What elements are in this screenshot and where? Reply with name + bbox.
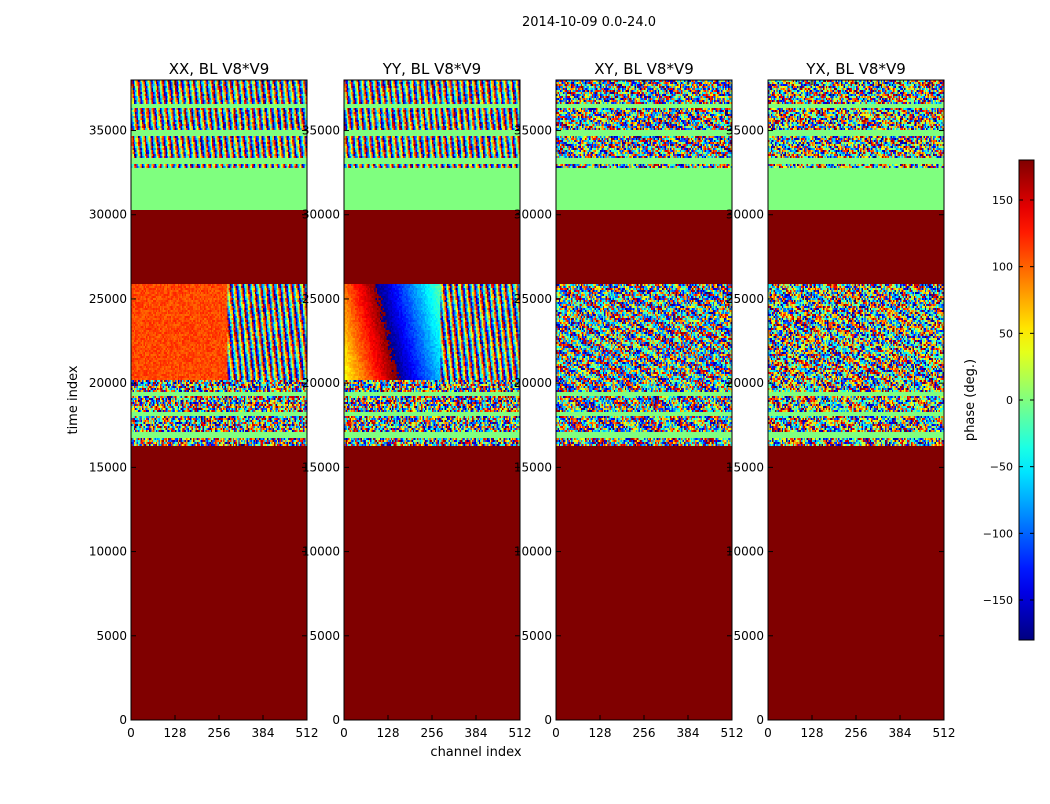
y-tick-label: 35000 bbox=[514, 124, 552, 138]
y-tick-label: 10000 bbox=[514, 545, 552, 559]
y-tick-label: 15000 bbox=[726, 460, 764, 474]
y-tick-label: 0 bbox=[332, 713, 340, 727]
x-tick-label: 512 bbox=[933, 726, 956, 740]
y-tick-label: 0 bbox=[756, 713, 764, 727]
y-tick-label: 0 bbox=[119, 713, 127, 727]
colorbar: −150 −100 −50 0 50 100 150 bbox=[983, 159, 1035, 641]
panel-3: XY, BL V8*V9 0 128 256 384 512 0 5000 10000 15000… bbox=[514, 60, 744, 740]
x-tick-label: 0 bbox=[127, 726, 135, 740]
y-tick-label: 10000 bbox=[89, 545, 127, 559]
x-tick-label: 128 bbox=[377, 726, 400, 740]
y-tick-label: 25000 bbox=[514, 292, 552, 306]
y-tick-label: 10000 bbox=[726, 545, 764, 559]
colorbar-tick-label: 50 bbox=[999, 327, 1013, 340]
x-tick-label: 128 bbox=[164, 726, 187, 740]
y-tick-label: 20000 bbox=[89, 376, 127, 390]
figure-title: 2014-10-09 0.0-24.0 bbox=[522, 15, 656, 30]
colorbar-tick-label: −50 bbox=[990, 461, 1013, 474]
x-tick-label: 384 bbox=[252, 726, 275, 740]
y-tick-label: 30000 bbox=[302, 208, 340, 222]
y-tick-label: 5000 bbox=[733, 629, 764, 643]
x-tick-label: 384 bbox=[677, 726, 700, 740]
y-tick-label: 15000 bbox=[302, 460, 340, 474]
heatmap-image-4 bbox=[768, 80, 944, 720]
panel-1: XX, BL V8*V9 0 128 256 384 512 0 5000 10000 15000… bbox=[89, 60, 319, 740]
y-tick-label: 35000 bbox=[726, 124, 764, 138]
y-tick-label: 20000 bbox=[514, 376, 552, 390]
colorbar-tick-label: 150 bbox=[992, 194, 1013, 207]
x-tick-label: 0 bbox=[764, 726, 772, 740]
x-tick-label: 128 bbox=[801, 726, 824, 740]
panel-title: XY, BL V8*V9 bbox=[594, 60, 694, 78]
y-tick-label: 30000 bbox=[89, 208, 127, 222]
colorbar-tick-label: −100 bbox=[983, 527, 1013, 540]
heatmap-image-1 bbox=[131, 80, 307, 720]
colorbar-tick-label: 0 bbox=[1006, 394, 1013, 407]
x-tick-label: 0 bbox=[340, 726, 348, 740]
x-tick-label: 384 bbox=[465, 726, 488, 740]
x-tick-label: 128 bbox=[589, 726, 612, 740]
y-tick-label: 35000 bbox=[302, 124, 340, 138]
y-tick-label: 30000 bbox=[514, 208, 552, 222]
x-tick-label: 256 bbox=[845, 726, 868, 740]
y-tick-label: 30000 bbox=[726, 208, 764, 222]
y-tick-label: 5000 bbox=[96, 629, 127, 643]
y-tick-label: 5000 bbox=[309, 629, 340, 643]
panel-title: YX, BL V8*V9 bbox=[805, 60, 906, 78]
y-tick-label: 25000 bbox=[302, 292, 340, 306]
y-tick-label: 15000 bbox=[89, 460, 127, 474]
y-tick-label: 10000 bbox=[302, 545, 340, 559]
y-axis-label: time index bbox=[66, 365, 81, 434]
y-tick-label: 20000 bbox=[302, 376, 340, 390]
colorbar-tick-label: −150 bbox=[983, 594, 1013, 607]
heatmap-image-3 bbox=[556, 80, 732, 720]
x-tick-label: 512 bbox=[721, 726, 744, 740]
x-axis-label: channel index bbox=[430, 745, 521, 760]
panel-group: XX, BL V8*V9 0 128 256 384 512 0 5000 10000 15000… bbox=[89, 60, 956, 740]
x-tick-label: 512 bbox=[509, 726, 532, 740]
y-tick-label: 15000 bbox=[514, 460, 552, 474]
x-tick-label: 0 bbox=[552, 726, 560, 740]
panel-title: YY, BL V8*V9 bbox=[382, 60, 481, 78]
panel-2: YY, BL V8*V9 0 128 256 384 512 0 5000 10000 15000… bbox=[302, 60, 532, 740]
y-tick-label: 25000 bbox=[726, 292, 764, 306]
y-tick-label: 0 bbox=[544, 713, 552, 727]
panel-4: YX, BL V8*V9 0 128 256 384 512 0 5000 10000 15000… bbox=[726, 60, 956, 740]
y-tick-label: 25000 bbox=[89, 292, 127, 306]
panel-title: XX, BL V8*V9 bbox=[169, 60, 270, 78]
x-tick-label: 256 bbox=[208, 726, 231, 740]
colorbar-tick-label: 100 bbox=[992, 261, 1013, 274]
colorbar-label: phase (deg.) bbox=[963, 359, 978, 441]
x-tick-label: 384 bbox=[889, 726, 912, 740]
y-tick-label: 20000 bbox=[726, 376, 764, 390]
x-tick-label: 256 bbox=[421, 726, 444, 740]
y-tick-label: 5000 bbox=[521, 629, 552, 643]
heatmap-image-2 bbox=[344, 80, 520, 720]
x-tick-label: 512 bbox=[296, 726, 319, 740]
x-tick-label: 256 bbox=[633, 726, 656, 740]
y-tick-label: 35000 bbox=[89, 124, 127, 138]
